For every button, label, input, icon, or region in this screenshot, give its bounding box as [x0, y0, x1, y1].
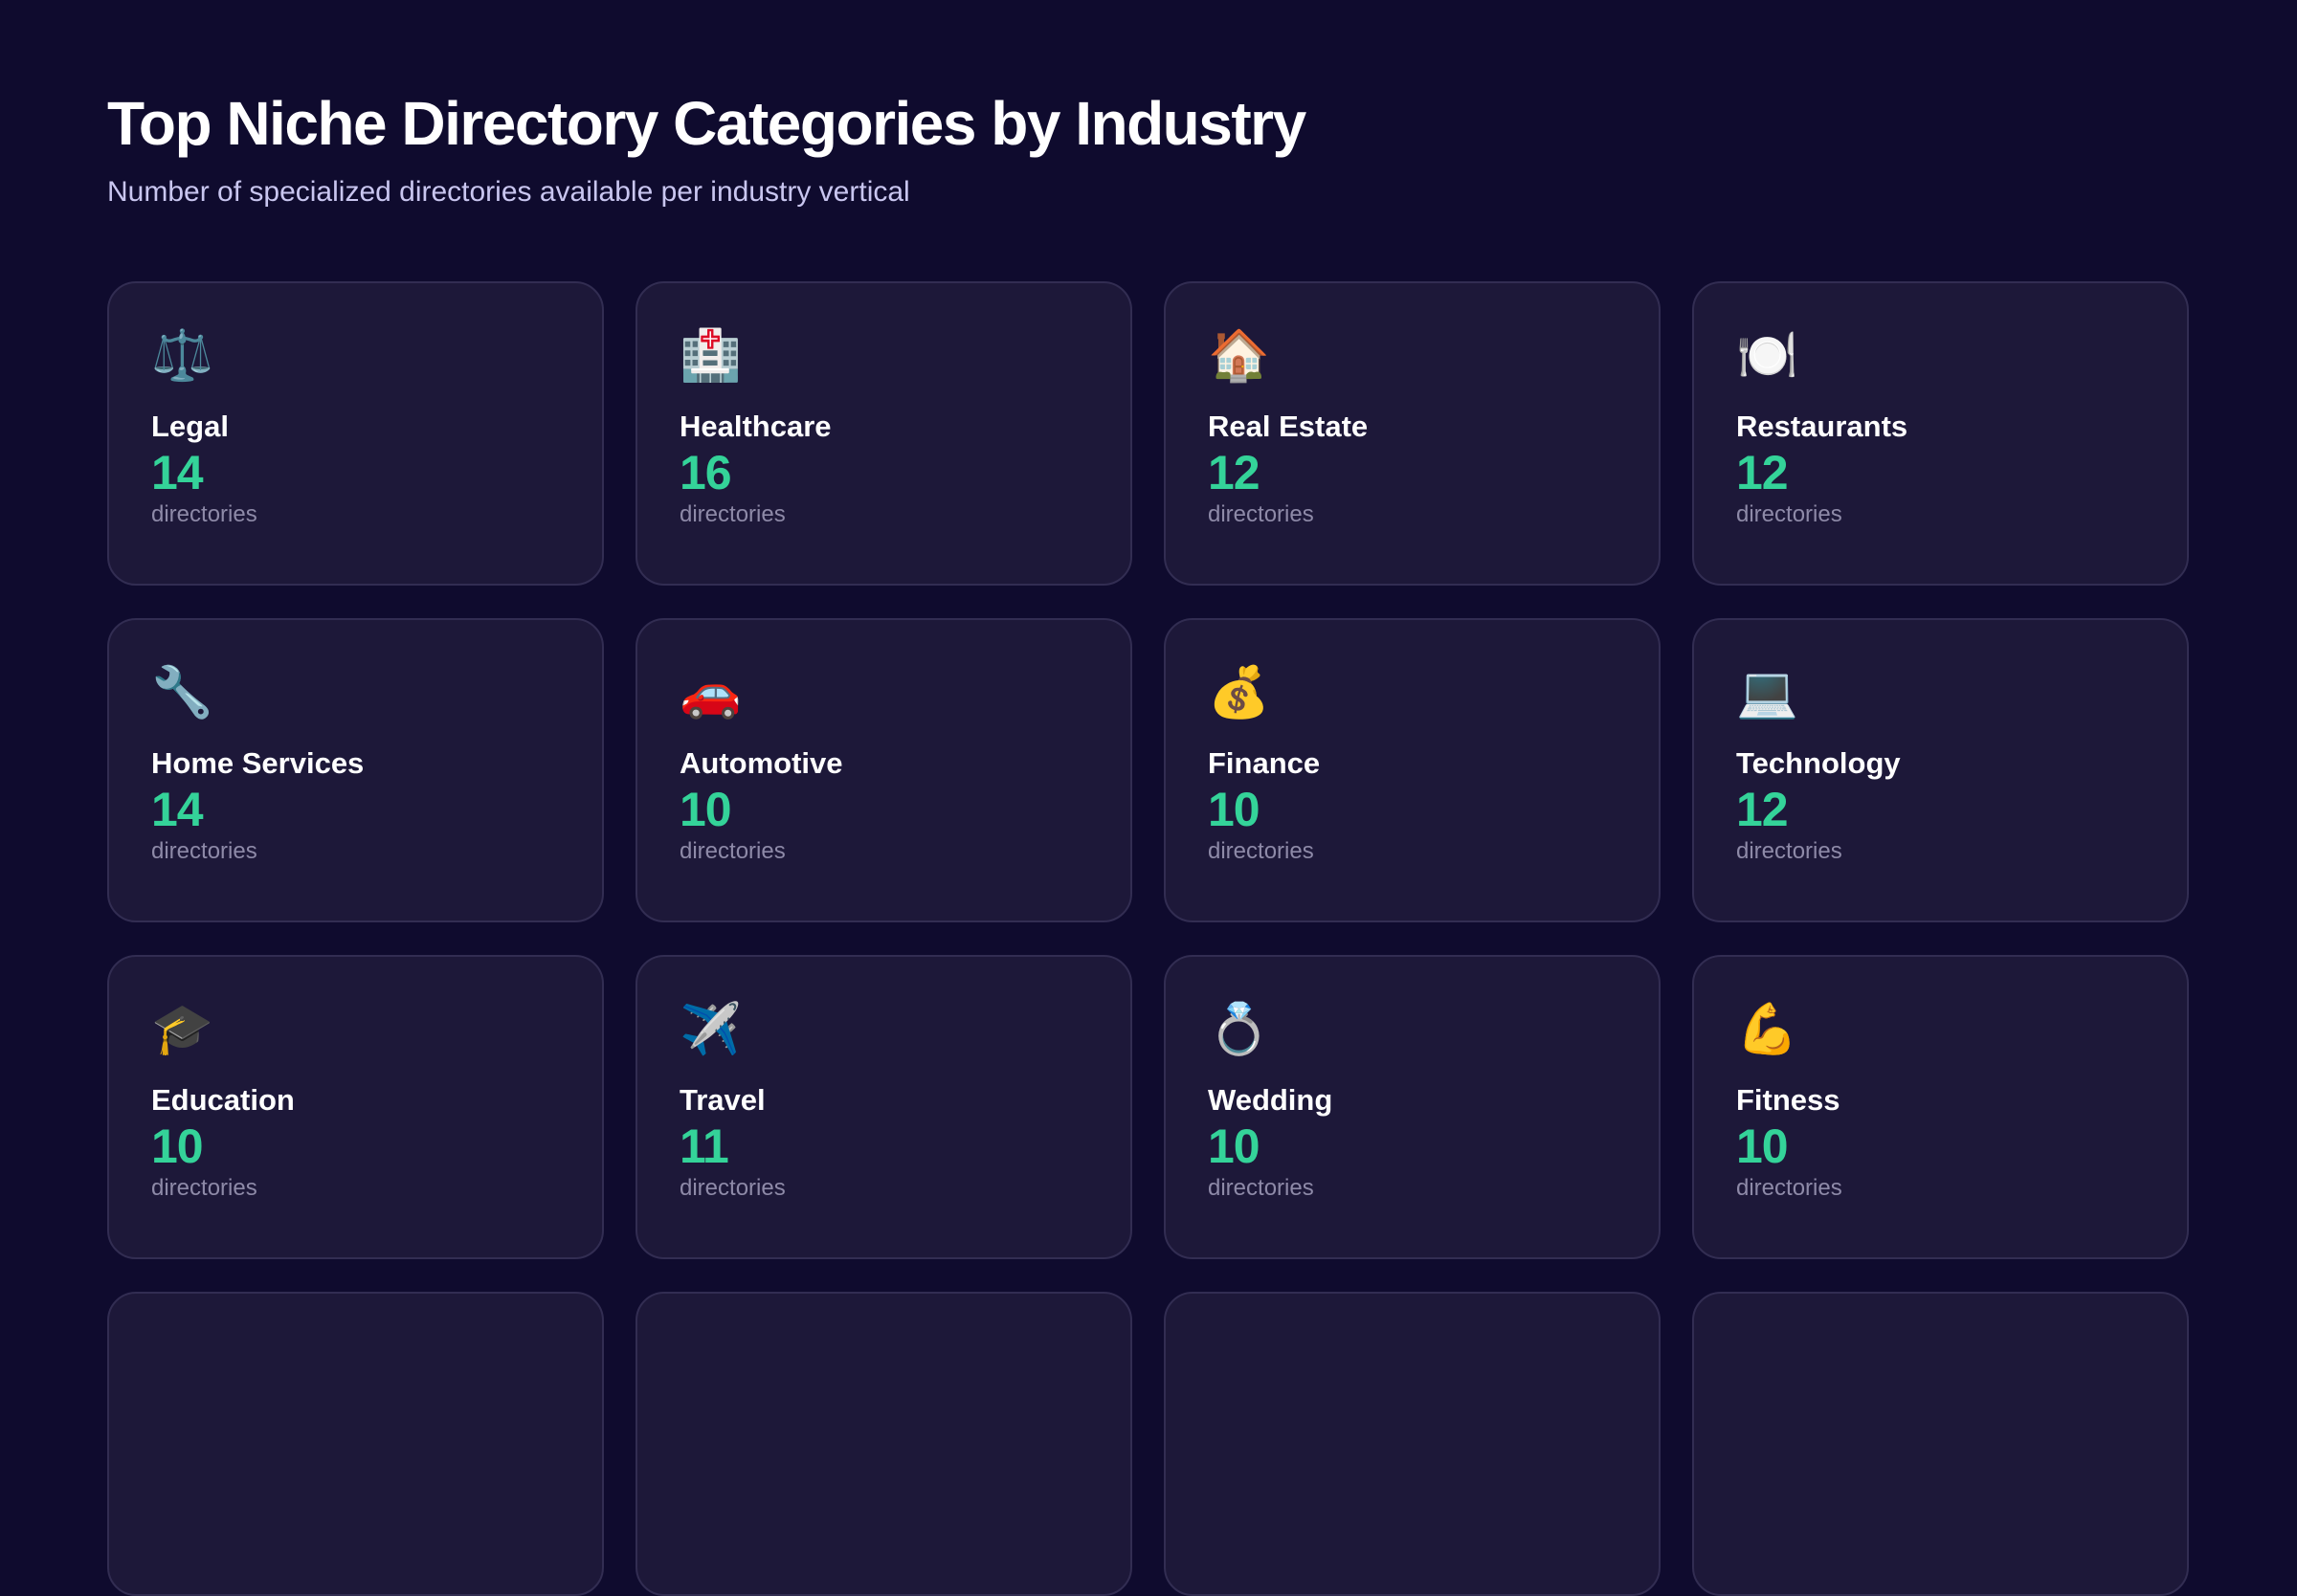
- category-card: 🍽️ Restaurants 12 directories: [1692, 281, 2189, 586]
- count-unit: directories: [151, 501, 257, 527]
- category-card: 🏠 Real Estate 12 directories: [1164, 281, 1661, 586]
- category-card: 🏥 Healthcare 16 directories: [636, 281, 1132, 586]
- directory-count: 10: [1736, 1119, 1789, 1173]
- count-unit: directories: [1736, 501, 1842, 527]
- category-card: ⚖️ Legal 14 directories: [107, 281, 604, 586]
- category-card-partial: [1164, 1292, 1661, 1596]
- category-name: Restaurants: [1736, 410, 1908, 443]
- category-card: 🎓 Education 10 directories: [107, 955, 604, 1259]
- category-name: Finance: [1208, 746, 1321, 780]
- plate-cutlery-icon: 🍽️: [1736, 327, 1798, 385]
- category-card: 🔧 Home Services 14 directories: [107, 618, 604, 922]
- category-name: Home Services: [151, 746, 365, 780]
- category-card: ✈️ Travel 11 directories: [636, 955, 1132, 1259]
- directory-count: 10: [1208, 1119, 1260, 1173]
- count-unit: directories: [1208, 1175, 1314, 1201]
- directory-count: 10: [151, 1119, 204, 1173]
- flexed-biceps-icon: 💪: [1736, 1001, 1798, 1058]
- category-card-partial: [636, 1292, 1132, 1596]
- directory-count: 10: [1208, 783, 1260, 836]
- directory-count: 16: [680, 446, 732, 499]
- category-grid: ⚖️ Legal 14 directories 🏥 Healthcare 16 d…: [107, 281, 2189, 1596]
- airplane-icon: ✈️: [680, 1001, 742, 1058]
- category-card: 💍 Wedding 10 directories: [1164, 955, 1661, 1259]
- category-name: Automotive: [680, 746, 843, 780]
- money-bag-icon: 💰: [1208, 664, 1270, 721]
- category-name: Education: [151, 1083, 295, 1117]
- wrench-icon: 🔧: [151, 664, 213, 721]
- house-icon: 🏠: [1208, 327, 1270, 385]
- count-unit: directories: [151, 1175, 257, 1201]
- ring-icon: 💍: [1208, 1001, 1270, 1058]
- page-subtitle: Number of specialized directories availa…: [107, 176, 910, 208]
- directory-count: 10: [680, 783, 732, 836]
- category-name: Healthcare: [680, 410, 832, 443]
- category-card: 🚗 Automotive 10 directories: [636, 618, 1132, 922]
- directory-count: 12: [1736, 446, 1789, 499]
- count-unit: directories: [680, 838, 786, 864]
- category-name: Fitness: [1736, 1083, 1840, 1117]
- directory-count: 14: [151, 446, 204, 499]
- count-unit: directories: [1208, 838, 1314, 864]
- category-card-partial: [1692, 1292, 2189, 1596]
- category-card: 💪 Fitness 10 directories: [1692, 955, 2189, 1259]
- count-unit: directories: [151, 838, 257, 864]
- category-name: Travel: [680, 1083, 766, 1117]
- count-unit: directories: [1736, 838, 1842, 864]
- category-name: Technology: [1736, 746, 1901, 780]
- laptop-icon: 💻: [1736, 664, 1798, 721]
- category-card: 💻 Technology 12 directories: [1692, 618, 2189, 922]
- count-unit: directories: [680, 501, 786, 527]
- page-title: Top Niche Directory Categories by Indust…: [107, 89, 1306, 158]
- directory-count: 14: [151, 783, 204, 836]
- directory-count: 12: [1208, 446, 1260, 499]
- count-unit: directories: [1208, 501, 1314, 527]
- car-icon: 🚗: [680, 664, 742, 721]
- category-card: 💰 Finance 10 directories: [1164, 618, 1661, 922]
- category-name: Real Estate: [1208, 410, 1369, 443]
- directory-count: 12: [1736, 783, 1789, 836]
- count-unit: directories: [680, 1175, 786, 1201]
- category-name: Wedding: [1208, 1083, 1333, 1117]
- count-unit: directories: [1736, 1175, 1842, 1201]
- directory-count: 11: [680, 1119, 729, 1173]
- graduation-cap-icon: 🎓: [151, 1001, 213, 1058]
- category-card-partial: [107, 1292, 604, 1596]
- hospital-icon: 🏥: [680, 327, 742, 385]
- scales-icon: ⚖️: [151, 327, 213, 385]
- category-name: Legal: [151, 410, 229, 443]
